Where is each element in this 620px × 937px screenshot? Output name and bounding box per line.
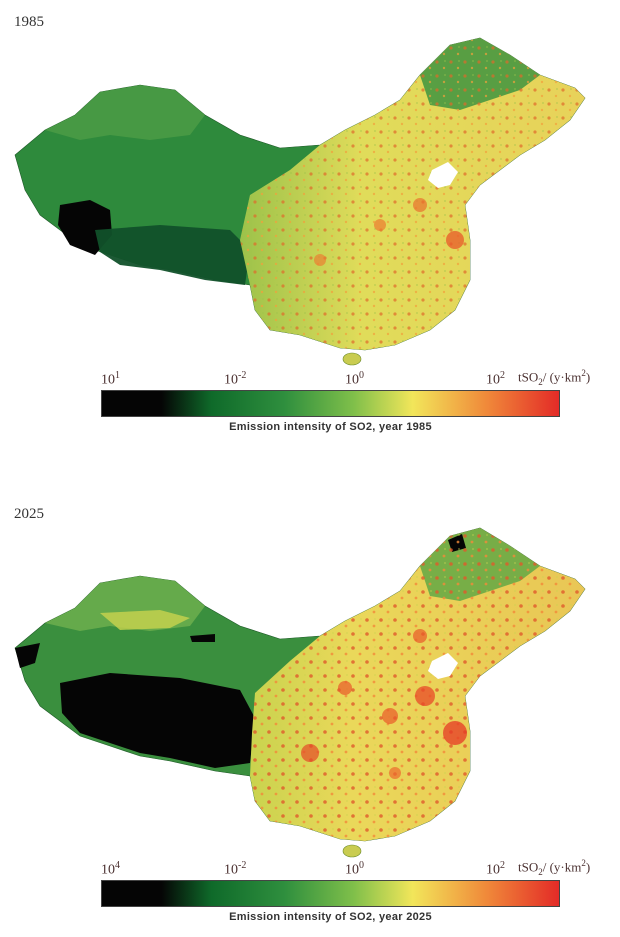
year-label: 2025 — [14, 506, 44, 522]
hainan-island — [342, 844, 362, 858]
china-emission-map — [14, 527, 586, 858]
china-emission-map — [14, 37, 586, 366]
colorbar-caption: Emission intensity of SO2, year 1985 — [229, 421, 432, 433]
bohai-sea — [428, 162, 458, 188]
hainan-island — [342, 352, 362, 366]
tick-label-2: 10-2 — [224, 860, 247, 878]
tick-label-1: 104 — [101, 860, 120, 878]
tibet-dark-zone — [95, 225, 250, 285]
tick-label-3: 100 — [345, 860, 364, 878]
bohai-sea — [428, 653, 458, 679]
tibet-low-zone — [60, 673, 255, 768]
unit-label: tSO2/ (y·km2) — [518, 368, 591, 387]
color-scale-bar — [101, 390, 560, 417]
tick-label-1: 101 — [101, 370, 120, 388]
year-label: 1985 — [14, 14, 44, 30]
map-panel-2025: 2025 — [0, 468, 620, 937]
colorbar-caption: Emission intensity of SO2, year 2025 — [229, 911, 432, 923]
xinjiang-north — [45, 85, 205, 140]
tick-label-2: 10-2 — [224, 370, 247, 388]
unit-label: tSO2/ (y·km2) — [518, 858, 591, 877]
tick-label-4: 102 — [486, 860, 505, 878]
tick-label-3: 100 — [345, 370, 364, 388]
tick-label-4: 102 — [486, 370, 505, 388]
map-panel-1985: 1985 — [0, 0, 620, 468]
color-scale-bar — [101, 880, 560, 907]
